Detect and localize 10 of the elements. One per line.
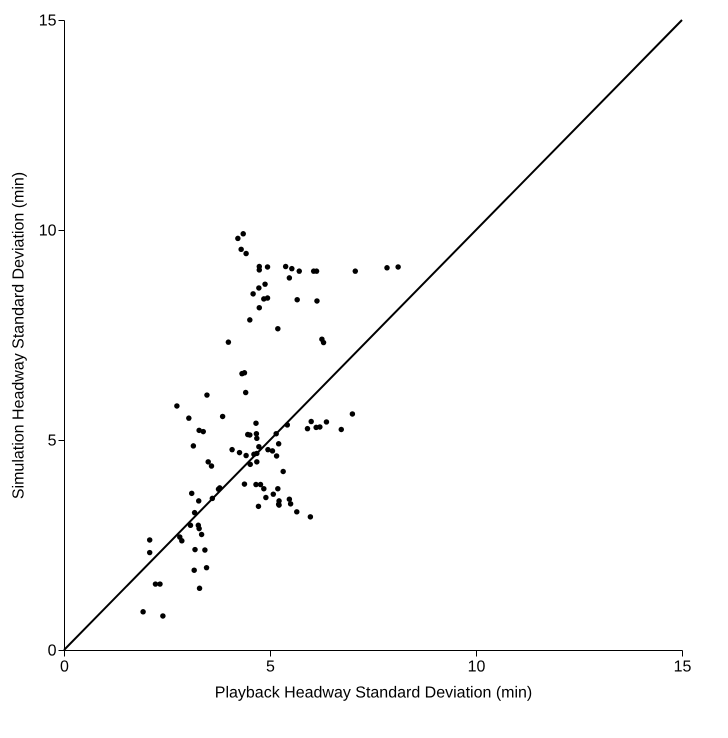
y-axis-title: Simulation Headway Standard Deviation (min)	[10, 172, 28, 500]
y-tick-label: 10	[38, 222, 57, 240]
x-tick-label: 0	[60, 658, 70, 676]
y-tick-label: 0	[48, 642, 57, 660]
x-tick-label: 15	[674, 658, 692, 676]
y-tick-label: 5	[48, 432, 57, 450]
y-tick-label: 15	[38, 12, 57, 30]
x-axis-title: Playback Headway Standard Deviation (min)	[214, 684, 532, 702]
x-tick-label: 5	[266, 658, 276, 676]
x-tick-label: 10	[468, 658, 486, 676]
